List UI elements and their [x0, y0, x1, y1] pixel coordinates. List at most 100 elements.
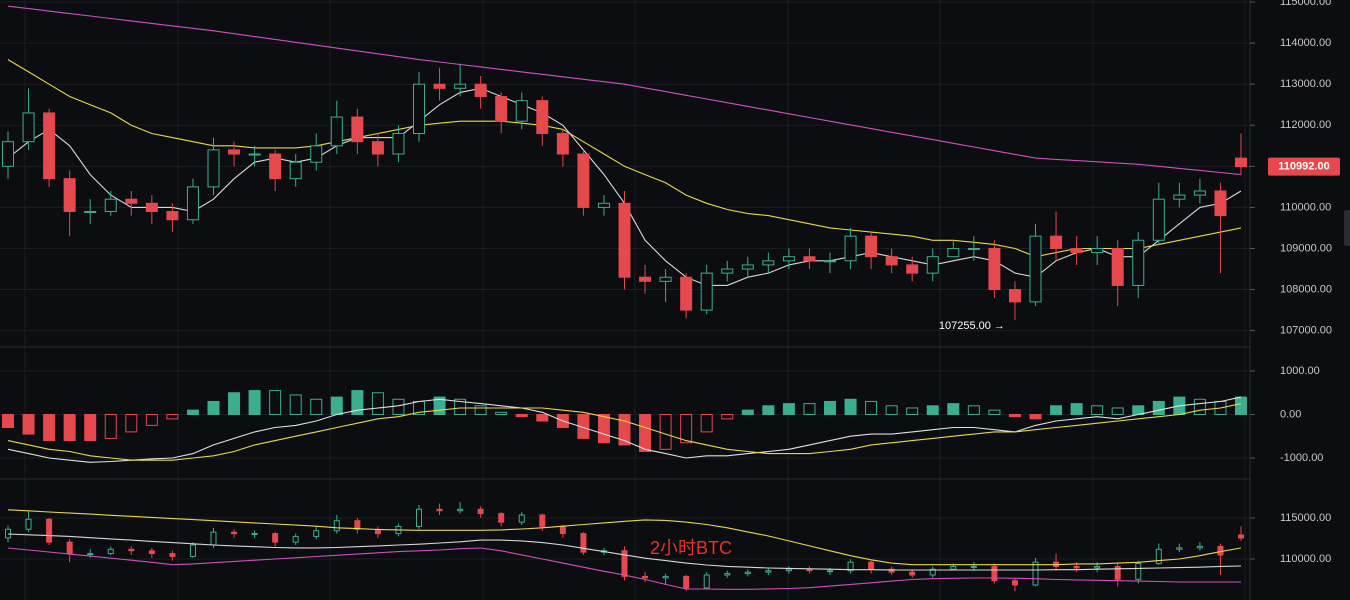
macd-bar	[63, 414, 76, 442]
candle-body	[210, 531, 217, 546]
candle-body	[967, 247, 980, 250]
candle-body	[947, 247, 960, 258]
candle-body	[618, 202, 631, 278]
candle-body	[1050, 235, 1063, 249]
macd-bar	[824, 400, 836, 416]
macd-bar	[351, 390, 364, 416]
macd-bar	[207, 400, 220, 416]
macd-bar	[1029, 414, 1042, 420]
macd-bar	[1111, 407, 1124, 416]
candle-body	[515, 100, 528, 122]
candle-body	[926, 256, 939, 274]
indicator-line	[7, 533, 1242, 571]
candle-body	[66, 541, 73, 555]
macd-bar	[22, 414, 35, 435]
macd-bar	[1193, 398, 1206, 416]
candle-body	[392, 132, 405, 155]
candle-body	[991, 565, 998, 582]
macd-bar	[310, 398, 323, 416]
candle-body	[1173, 194, 1186, 200]
macd-bar	[803, 403, 816, 416]
macd-bar	[618, 414, 631, 446]
macd-bar	[186, 409, 199, 416]
candle-body	[659, 276, 672, 282]
candle-body	[1155, 548, 1162, 565]
candle-body	[1193, 190, 1206, 196]
candle-body	[189, 544, 196, 557]
candle-body	[888, 568, 895, 573]
candle-body	[43, 112, 56, 180]
macd-bar	[926, 405, 939, 416]
macd-bar	[762, 405, 775, 416]
candle-body	[145, 202, 158, 213]
candle-body	[988, 247, 1001, 291]
candle-body	[495, 96, 508, 122]
candle-body	[803, 256, 816, 262]
candle-body	[1094, 565, 1101, 569]
candle-body	[1132, 239, 1145, 286]
macd-bar	[639, 414, 652, 452]
candle-body	[885, 256, 898, 266]
indicator-line	[7, 5, 1242, 176]
macd-bar	[947, 403, 960, 416]
y-tick-label: 107000.00	[1280, 325, 1332, 337]
candle-body	[269, 153, 282, 180]
macd-bar	[844, 398, 857, 416]
candle-body	[1111, 247, 1124, 286]
candle-body	[868, 561, 875, 570]
candle-body	[289, 161, 302, 180]
indicator-line	[7, 396, 1242, 463]
candle-body	[63, 178, 76, 213]
candle-body	[251, 533, 258, 536]
macd-bar	[1152, 400, 1165, 416]
candle-body	[454, 83, 467, 89]
candle-body	[577, 153, 590, 208]
macd-bar	[988, 409, 1001, 416]
candle-body	[721, 268, 734, 274]
macd-bar	[2, 414, 14, 429]
candle-body	[2, 141, 14, 167]
candle-body	[970, 565, 977, 568]
y-tick-label: 109000.00	[1280, 242, 1332, 254]
candle-body	[556, 132, 569, 155]
candle-body	[539, 514, 546, 527]
macd-bar	[741, 409, 754, 416]
candle-body	[354, 520, 361, 530]
macd-bar	[125, 414, 138, 433]
macd-bar	[166, 414, 179, 420]
y-tick-label: -1000.00	[1280, 452, 1323, 464]
y-tick-label: 108000.00	[1280, 283, 1332, 295]
y-tick-label: 110000.00	[1280, 201, 1331, 213]
candle-body	[148, 550, 155, 555]
macd-bar	[145, 414, 158, 426]
macd-bar	[700, 414, 713, 433]
indicator-line	[7, 509, 1242, 566]
macd-bar	[865, 400, 878, 416]
candle-body	[929, 568, 936, 576]
candle-body	[169, 553, 176, 557]
candle-body	[536, 100, 549, 134]
y-tick-label: 112000.00	[1280, 119, 1331, 131]
candle-body	[107, 548, 114, 555]
macd-bar	[104, 414, 117, 439]
candle-body	[313, 530, 320, 537]
candle-body	[166, 211, 179, 221]
candle-body	[1176, 547, 1183, 550]
y-tick-label: 114000.00	[1280, 37, 1331, 49]
candle-body	[84, 211, 97, 214]
macd-bar	[269, 390, 282, 416]
candle-body	[950, 565, 957, 570]
y-tick-label: 113000.00	[1280, 78, 1331, 90]
candle-body	[231, 531, 238, 535]
candle-body	[597, 202, 610, 208]
y-tick-label: 115000.00	[1280, 0, 1331, 8]
candle-body	[292, 535, 299, 543]
candle-body	[248, 153, 261, 156]
candle-body	[1235, 157, 1247, 168]
scroll-handle[interactable]	[1344, 210, 1350, 246]
candle-body	[741, 264, 754, 270]
macd-bar	[1050, 405, 1063, 416]
candle-body	[1152, 198, 1165, 241]
